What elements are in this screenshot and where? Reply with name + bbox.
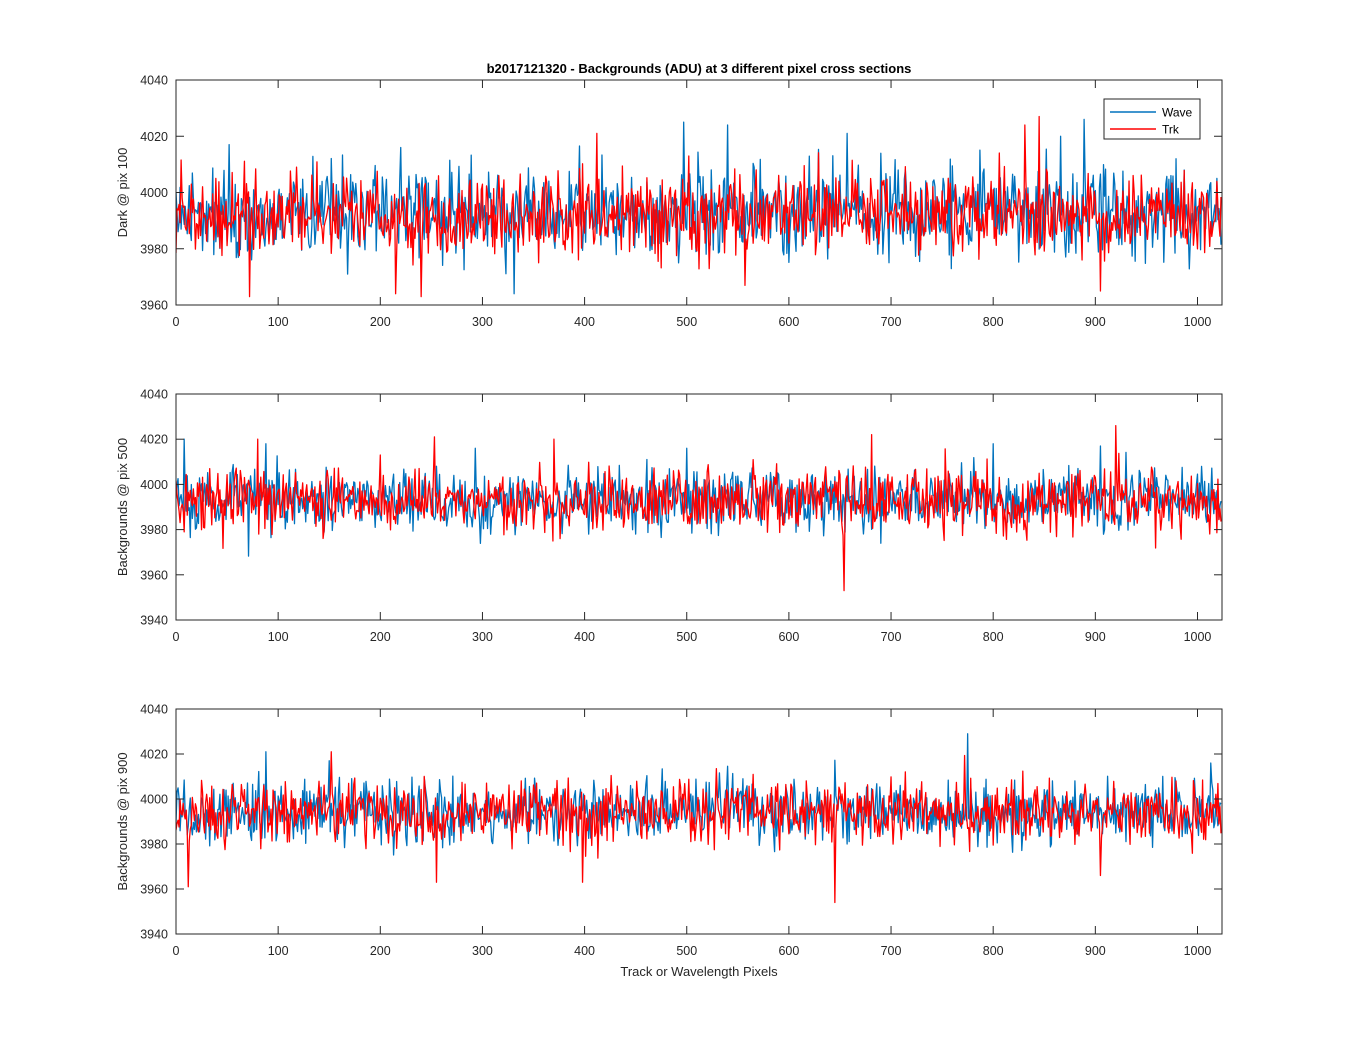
subplot-3: 0 100 200 300 400 500 600 700 800 900 1000 3940 3960… [115, 703, 1223, 958]
x-tick-label: 200 [370, 315, 391, 329]
x-tick-label: 0 [173, 944, 180, 958]
y-axis-label: Backgrounds @ pix 900 [115, 752, 130, 890]
x-tick-label: 100 [268, 630, 289, 644]
y-tick-label: 3940 [140, 614, 168, 628]
x-tick-label: 500 [676, 944, 697, 958]
x-tick-label: 200 [370, 944, 391, 958]
x-tick-label: 300 [472, 315, 493, 329]
series-line-wave [176, 118, 1222, 295]
chart-title: b2017121320 - Backgrounds (ADU) at 3 dif… [487, 61, 912, 76]
subplot-2: 0 100 200 300 400 500 600 700 800 900 1000 3940 3960… [115, 388, 1223, 644]
x-tick-label: 500 [676, 315, 697, 329]
y-tick-label: 3960 [140, 568, 168, 582]
y-tick-label: 4040 [140, 74, 168, 88]
subplot-1: 0 100 200 300 400 500 600 700 800 900 1000 3960 3980… [115, 74, 1223, 329]
x-tick-label: 600 [778, 630, 799, 644]
y-tick-label: 3940 [140, 928, 168, 942]
x-tick-label: 400 [574, 630, 595, 644]
y-tick-label: 3980 [140, 523, 168, 537]
y-tick-label: 3960 [140, 299, 168, 313]
y-tick-label: 3980 [140, 838, 168, 852]
series-line-wave [176, 438, 1222, 557]
x-tick-label: 300 [472, 944, 493, 958]
x-tick-label: 0 [173, 315, 180, 329]
y-tick-label: 4000 [140, 478, 168, 492]
x-tick-label: 400 [574, 944, 595, 958]
axes-box [175, 708, 1223, 935]
x-tick-label: 700 [881, 630, 902, 644]
axes-box [175, 393, 1223, 621]
x-tick-label: 1000 [1184, 315, 1212, 329]
x-tick-label: 800 [983, 944, 1004, 958]
y-tick-label: 4040 [140, 703, 168, 717]
x-tick-label: 800 [983, 315, 1004, 329]
y-tick-label: 4020 [140, 748, 168, 762]
x-tick-label: 200 [370, 630, 391, 644]
y-tick-label: 4000 [140, 186, 168, 200]
legend-label-wave: Wave [1162, 106, 1193, 120]
series-line-trk [176, 751, 1222, 904]
x-tick-label: 600 [778, 315, 799, 329]
y-tick-label: 3980 [140, 242, 168, 256]
x-tick-label: 100 [268, 944, 289, 958]
legend: Wave Trk [1103, 98, 1201, 140]
x-axis-label: Track or Wavelength Pixels [620, 964, 778, 979]
series-line-trk [176, 115, 1222, 298]
x-tick-label: 900 [1085, 944, 1106, 958]
plots: 0 100 200 300 400 500 600 700 800 900 100039603980… [115, 74, 1223, 958]
x-tick-label: 700 [881, 944, 902, 958]
legend-box [1103, 98, 1201, 140]
y-tick-label: 4020 [140, 433, 168, 447]
x-tick-label: 700 [881, 315, 902, 329]
x-tick-label: 800 [983, 630, 1004, 644]
x-tick-label: 900 [1085, 315, 1106, 329]
x-tick-label: 900 [1085, 630, 1106, 644]
y-tick-label: 3960 [140, 883, 168, 897]
legend-label-trk: Trk [1162, 123, 1180, 137]
x-tick-label: 300 [472, 630, 493, 644]
x-tick-label: 1000 [1184, 630, 1212, 644]
y-tick-label: 4020 [140, 130, 168, 144]
x-tick-label: 1000 [1184, 944, 1212, 958]
y-tick-label: 4040 [140, 388, 168, 402]
x-tick-label: 100 [268, 315, 289, 329]
x-tick-label: 600 [778, 944, 799, 958]
x-tick-label: 500 [676, 630, 697, 644]
x-tick-label: 400 [574, 315, 595, 329]
y-axis-label: Dark @ pix 100 [115, 148, 130, 238]
y-tick-label: 4000 [140, 793, 168, 807]
series-line-trk [176, 424, 1222, 592]
y-axis-label: Backgrounds @ pix 500 [115, 438, 130, 576]
x-tick-label: 0 [173, 630, 180, 644]
